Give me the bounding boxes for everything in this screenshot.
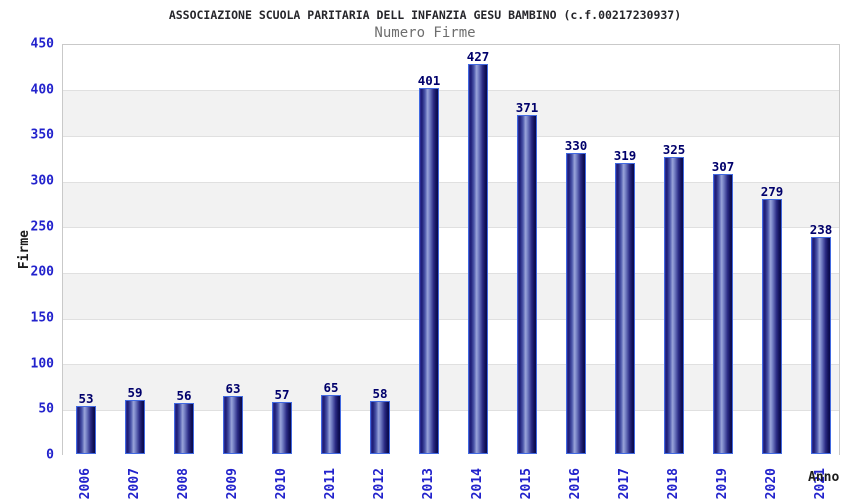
x-tick-label-text: 2016 <box>567 467 583 499</box>
y-tick-label: 0 <box>46 447 54 463</box>
bar-2010 <box>272 401 292 454</box>
y-tick-label: 150 <box>30 310 54 326</box>
x-tick-label: 2009 <box>222 459 242 499</box>
bar-value-label: 307 <box>711 158 735 174</box>
plot-band <box>63 319 839 365</box>
x-tick-label: 2008 <box>173 459 193 499</box>
x-tick-label: 2010 <box>271 459 291 499</box>
y-tick-label: 300 <box>30 173 54 189</box>
gridline <box>63 318 839 320</box>
x-tick-label-text: 2015 <box>518 467 534 499</box>
bar-2009 <box>223 396 243 454</box>
x-tick-label-text: 2011 <box>322 467 338 499</box>
bar-2021 <box>811 236 831 454</box>
y-tick-label: 450 <box>30 36 54 52</box>
x-tick-label: 2016 <box>565 459 585 499</box>
bar-2008 <box>174 402 194 454</box>
x-tick-label-text: 2012 <box>371 467 387 499</box>
plot-band <box>63 45 839 91</box>
gridline <box>63 227 839 229</box>
bar-value-label: 57 <box>274 386 290 402</box>
x-tick-label: 2012 <box>369 459 389 499</box>
bar-2015 <box>517 115 537 454</box>
y-tick-label: 400 <box>30 82 54 98</box>
x-tick-label: 2017 <box>614 459 634 499</box>
y-tick-label: 100 <box>30 356 54 372</box>
x-tick-label: 2006 <box>75 459 95 499</box>
y-tick-label: 350 <box>30 127 54 143</box>
gridline <box>63 90 839 92</box>
x-tick-label-text: 2020 <box>763 467 779 499</box>
bar-2014 <box>468 64 488 454</box>
chart-subtitle: Numero Firme <box>374 25 476 41</box>
bar-value-label: 401 <box>417 72 441 88</box>
bar-value-label: 56 <box>176 387 192 403</box>
x-axis-tick-labels: 2006 2007 2008 2009 2010 2011 2012 2013 2014 2015… <box>0 459 850 500</box>
gridline <box>63 409 839 411</box>
x-tick-label: 2007 <box>124 459 144 499</box>
plot-band <box>63 136 839 182</box>
bar-2020 <box>762 199 782 454</box>
gridline <box>63 181 839 183</box>
y-tick-label: 250 <box>30 219 54 235</box>
gridline <box>63 272 839 274</box>
plot-band <box>63 90 839 137</box>
bar-2013 <box>419 87 439 454</box>
bar-value-label: 53 <box>78 390 94 406</box>
x-tick-label-text: 2008 <box>175 467 191 499</box>
x-tick-label-text: 2014 <box>469 467 485 499</box>
x-axis-title: Anno <box>808 470 840 485</box>
gridline <box>63 135 839 137</box>
bar-2019 <box>713 173 733 454</box>
x-tick-label: 2011 <box>320 459 340 499</box>
plot-band <box>63 227 839 274</box>
x-tick-label-text: 2006 <box>77 467 93 499</box>
x-tick-label: 2020 <box>761 459 781 499</box>
x-tick-label-text: 2013 <box>420 467 436 499</box>
bar-2012 <box>370 401 390 454</box>
bar-value-label: 371 <box>515 100 539 116</box>
x-tick-label-text: 2009 <box>224 467 240 499</box>
bar-2017 <box>615 162 635 454</box>
bar-value-label: 65 <box>323 379 339 395</box>
plot-band <box>63 182 839 228</box>
x-tick-label: 2013 <box>418 459 438 499</box>
bar-value-label: 279 <box>760 184 784 200</box>
x-tick-label-text: 2018 <box>665 467 681 499</box>
bar-2018 <box>664 157 684 454</box>
bar-2006 <box>76 405 96 454</box>
x-tick-label-text: 2017 <box>616 467 632 499</box>
bar-value-label: 238 <box>809 221 833 237</box>
x-tick-label-text: 2007 <box>126 467 142 499</box>
bar-value-label: 427 <box>466 49 490 64</box>
plot-band <box>63 273 839 319</box>
bar-value-label: 330 <box>564 137 588 153</box>
bar-value-label: 58 <box>372 386 388 402</box>
bar-value-label: 319 <box>613 147 637 163</box>
x-tick-label: 2014 <box>467 459 487 499</box>
y-axis-tick-labels: 0 50 100 150 200 250 300 350 400 450 <box>0 37 54 463</box>
bar-value-label: 59 <box>127 385 143 401</box>
y-tick-label: 200 <box>30 264 54 280</box>
y-tick-label: 50 <box>38 401 54 417</box>
bar-2007 <box>125 400 145 454</box>
plot-area: 53 59 56 63 57 65 58 401 427 371 330 319 325 307 279 23… <box>62 44 840 456</box>
x-tick-label: 2019 <box>712 459 732 499</box>
chart-title: ASSOCIAZIONE SCUOLA PARITARIA DELL INFAN… <box>168 8 682 22</box>
x-tick-label: 2015 <box>516 459 536 499</box>
x-tick-label-text: 2019 <box>714 467 730 499</box>
bar-2011 <box>321 394 341 454</box>
bar-value-label: 63 <box>225 381 241 397</box>
gridline <box>63 364 839 366</box>
x-tick-label-text: 2010 <box>273 467 289 499</box>
plot-band <box>63 364 839 411</box>
bar-2016 <box>566 152 586 454</box>
bar-value-label: 325 <box>662 142 686 158</box>
x-tick-label: 2018 <box>663 459 683 499</box>
